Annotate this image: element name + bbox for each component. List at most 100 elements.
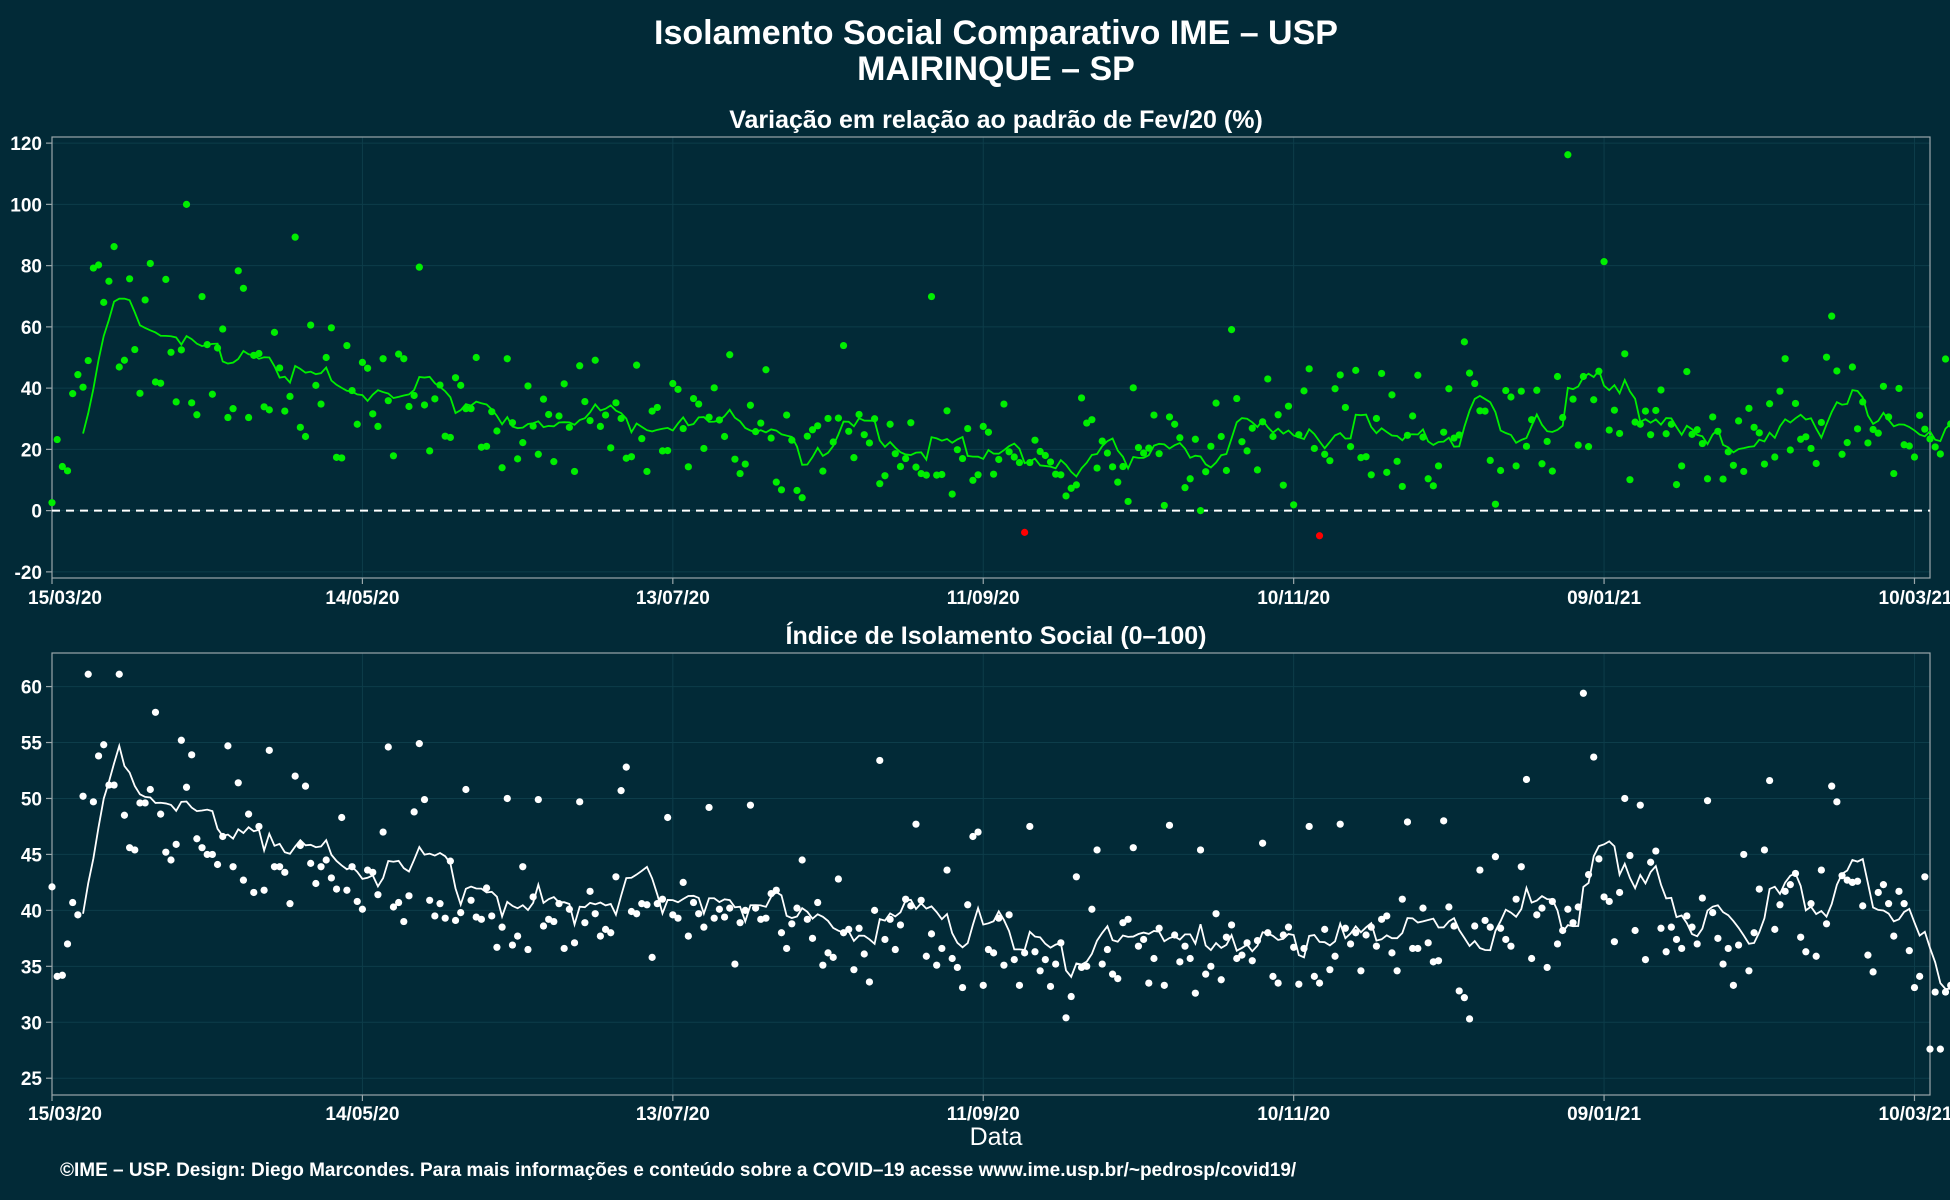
data-point <box>1191 435 1199 443</box>
data-point <box>633 910 641 918</box>
data-point <box>1372 414 1381 423</box>
data-point <box>581 919 589 927</box>
data-point <box>1559 926 1567 935</box>
data-point <box>1693 426 1701 434</box>
data-point <box>1822 353 1831 361</box>
data-point <box>1165 413 1174 421</box>
y-tick-label: 80 <box>21 257 42 278</box>
data-point <box>1776 387 1784 395</box>
data-point <box>607 929 615 937</box>
data-point <box>705 413 713 421</box>
data-point <box>451 374 460 382</box>
data-point <box>1564 905 1572 913</box>
data-point <box>1667 420 1675 428</box>
data-point <box>1279 931 1287 939</box>
data-point <box>757 419 765 427</box>
data-point <box>343 341 351 350</box>
data-point <box>1781 887 1789 895</box>
data-point <box>979 981 987 989</box>
data-point <box>964 901 972 909</box>
data-point <box>1424 939 1432 947</box>
data-point <box>1936 450 1944 458</box>
data-point <box>736 919 744 927</box>
data-point <box>586 887 594 895</box>
data-point <box>979 422 987 431</box>
data-point <box>1631 926 1639 935</box>
panel-title-index: Índice de Isolamento Social (0–100) <box>786 621 1207 650</box>
data-point <box>762 366 770 374</box>
data-point <box>1734 941 1743 949</box>
data-point <box>1248 957 1256 965</box>
data-point <box>322 856 330 864</box>
data-point <box>441 914 449 922</box>
data-point <box>855 924 863 932</box>
data-point <box>255 349 263 358</box>
data-point <box>1367 923 1375 931</box>
data-point <box>338 813 346 822</box>
x-tick-label: 10/11/20 <box>1257 1104 1330 1125</box>
data-point <box>395 350 403 358</box>
data-point <box>1486 923 1494 931</box>
data-point <box>1378 369 1386 378</box>
data-point <box>1874 429 1882 437</box>
data-point <box>845 427 853 435</box>
data-point <box>1828 312 1836 320</box>
data-point <box>1802 433 1810 441</box>
data-point <box>1450 922 1458 930</box>
data-point <box>1719 475 1727 483</box>
data-point <box>969 476 977 484</box>
data-point <box>669 911 677 919</box>
data-point <box>731 960 739 968</box>
data-point <box>1026 458 1034 467</box>
data-point <box>922 471 930 479</box>
data-point <box>1021 949 1029 957</box>
data-point <box>1140 449 1148 457</box>
data-point <box>1269 972 1277 980</box>
data-point <box>1062 492 1070 500</box>
y-tick-label: 20 <box>21 440 42 461</box>
data-point <box>1615 888 1624 897</box>
data-point <box>1569 919 1577 927</box>
data-point <box>519 863 527 871</box>
data-point <box>493 943 501 951</box>
data-point <box>1548 467 1556 475</box>
data-point <box>943 407 951 415</box>
data-point <box>907 419 915 427</box>
data-point <box>74 911 82 919</box>
data-point <box>322 353 330 362</box>
data-point <box>819 961 827 969</box>
data-point <box>814 422 822 430</box>
data-point <box>1403 818 1412 826</box>
data-point <box>389 452 398 460</box>
data-point <box>208 850 216 859</box>
data-point <box>63 940 72 948</box>
data-point <box>1460 994 1468 1002</box>
data-point <box>664 813 672 822</box>
data-point <box>1512 895 1520 903</box>
data-point <box>1305 822 1313 831</box>
x-tick-label: 10/03/21 <box>1879 588 1950 609</box>
data-point <box>162 848 170 856</box>
data-point <box>741 460 749 468</box>
data-point <box>182 783 191 791</box>
data-point <box>808 934 817 942</box>
data-point <box>896 462 905 471</box>
data-point <box>1274 411 1282 419</box>
data-point <box>312 381 320 389</box>
data-point <box>514 455 522 463</box>
data-point <box>1077 394 1086 402</box>
data-point <box>1931 443 1939 451</box>
data-point <box>1310 444 1318 453</box>
data-point <box>1941 988 1950 996</box>
data-point <box>69 390 77 398</box>
data-point <box>1238 438 1246 446</box>
data-point <box>400 917 408 926</box>
data-point <box>1517 863 1525 871</box>
data-point <box>539 395 548 403</box>
data-point <box>1662 948 1670 956</box>
data-point <box>1714 427 1722 435</box>
data-point <box>260 403 268 411</box>
data-point <box>1057 471 1065 479</box>
data-point <box>1760 846 1769 854</box>
data-point <box>369 868 377 876</box>
